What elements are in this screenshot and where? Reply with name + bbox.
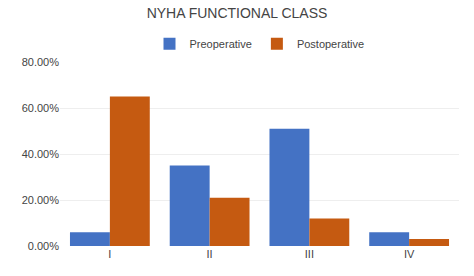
svg-text:Postoperative: Postoperative xyxy=(297,38,364,50)
svg-text:60.00%: 60.00% xyxy=(22,102,60,114)
svg-text:40.00%: 40.00% xyxy=(22,148,60,160)
svg-text:80.00%: 80.00% xyxy=(22,56,60,68)
svg-text:I: I xyxy=(108,248,111,260)
svg-text:Preoperative: Preoperative xyxy=(190,38,252,50)
svg-text:II: II xyxy=(207,248,213,260)
svg-text:20.00%: 20.00% xyxy=(22,194,60,206)
svg-text:III: III xyxy=(305,248,314,260)
svg-text:0.00%: 0.00% xyxy=(28,240,59,252)
svg-text:IV: IV xyxy=(404,248,415,260)
svg-text:NYHA FUNCTIONAL CLASS: NYHA FUNCTIONAL CLASS xyxy=(147,5,328,21)
